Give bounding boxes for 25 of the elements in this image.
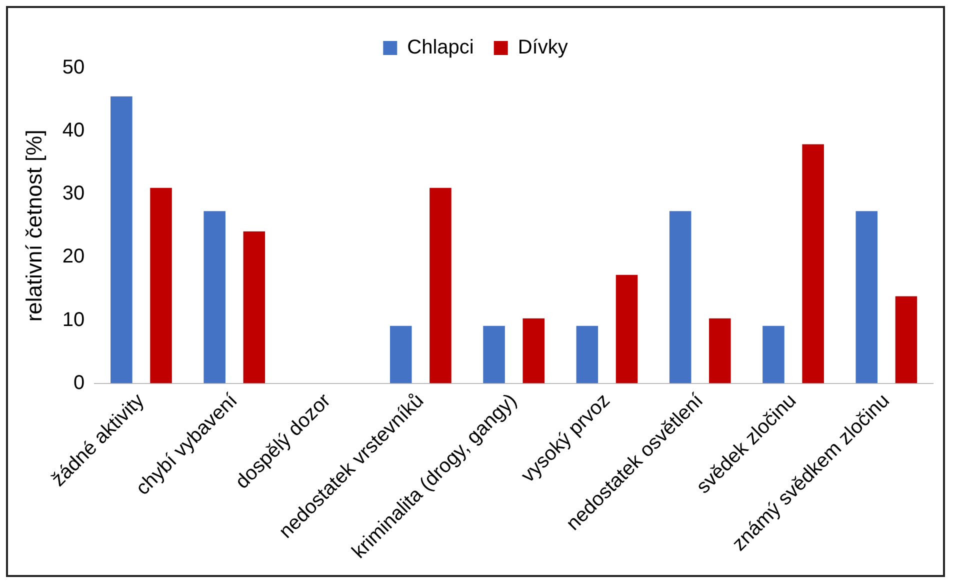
y-tick-label: 20 [62,246,85,268]
legend-label: Chlapci [407,36,474,59]
bar [204,211,226,384]
bar [110,96,132,384]
bar [669,211,692,384]
legend-label: Dívky [518,36,568,59]
y-tick-label: 50 [62,56,85,79]
bar [390,326,412,384]
y-axis-title: relativní četnost [%] [21,130,46,322]
bar [522,318,545,384]
y-tick-label: 30 [62,182,85,205]
bar [150,188,172,384]
bar [709,318,731,384]
bar [430,188,452,384]
bar [616,274,638,384]
bar [762,326,784,384]
bar [802,144,824,384]
bar [856,211,878,384]
bar [243,231,266,384]
y-tick-label: 40 [62,120,85,142]
bar [483,326,505,384]
bar [895,296,918,384]
y-tick-label: 0 [74,372,85,394]
y-tick-label: 10 [62,308,85,331]
bar [576,326,598,384]
